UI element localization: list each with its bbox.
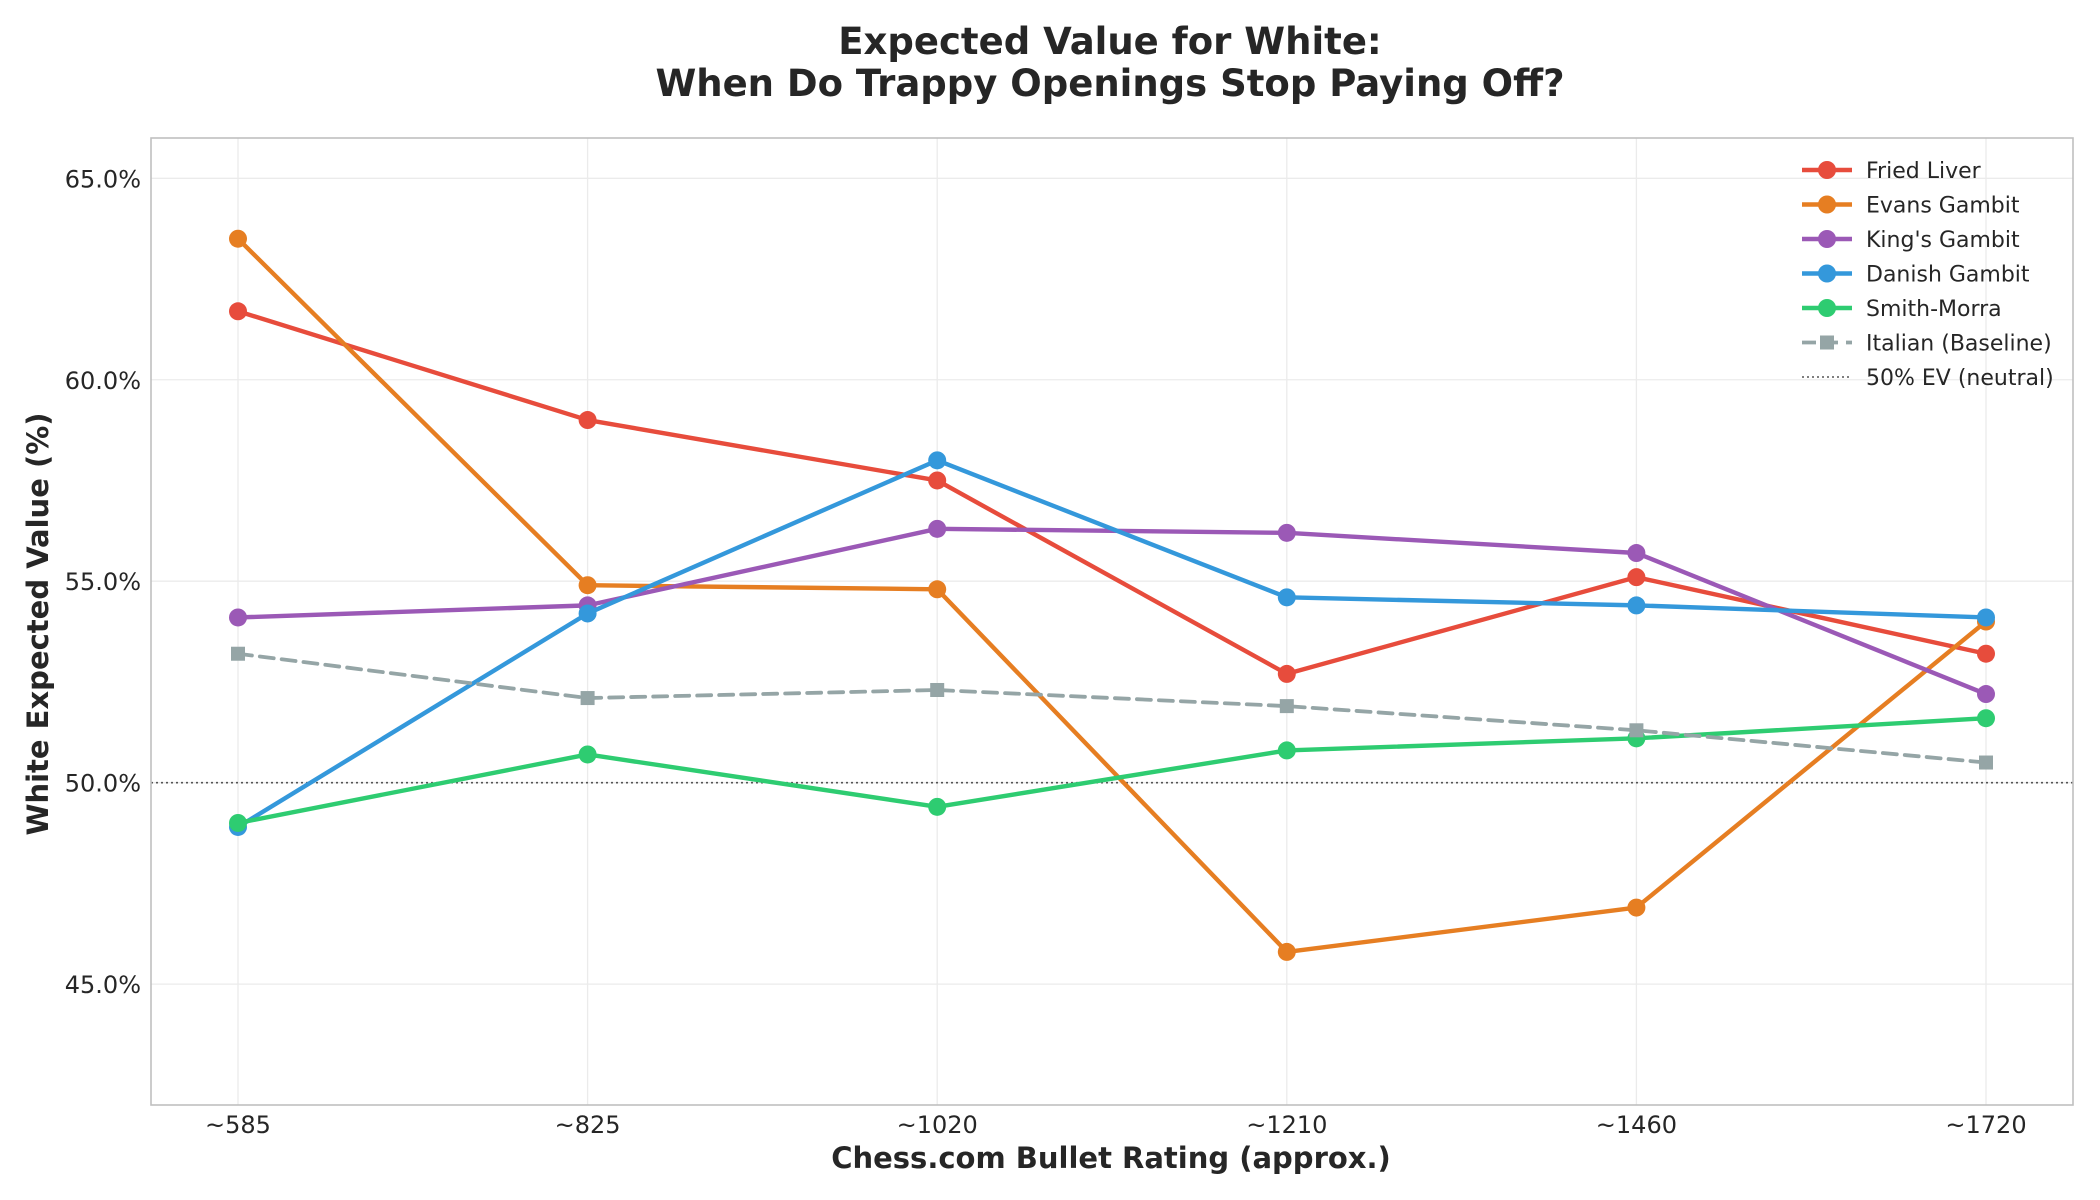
- data-point: [1277, 523, 1296, 542]
- x-tick-label: ~1460: [1596, 1111, 1677, 1139]
- series-king-s-gambit: [229, 519, 1995, 704]
- series-line: [236, 651, 1988, 765]
- x-tick-label: ~1020: [897, 1111, 978, 1139]
- legend-marker: [1818, 230, 1836, 248]
- data-point: [1979, 755, 1993, 770]
- legend-item-smith-morra: Smith-Morra: [1802, 297, 2002, 322]
- series-italian-baseline: [231, 646, 1993, 770]
- data-point: [578, 411, 597, 430]
- legend-label: King's Gambit: [1866, 228, 2020, 253]
- series-line: [235, 309, 1989, 677]
- legend-label: Smith-Morra: [1866, 297, 2002, 322]
- x-tick-labels: ~585 ~825 ~1020 ~1210 ~1460 ~1720: [205, 1111, 2027, 1139]
- chart-title-line-1: Expected Value for White:: [838, 20, 1381, 63]
- data-point: [1277, 664, 1296, 683]
- series-fried-liver: [229, 302, 1995, 683]
- data-point: [1627, 596, 1646, 615]
- series-line: [235, 236, 1989, 955]
- data-point: [928, 580, 947, 599]
- data-point: [1977, 685, 1995, 704]
- data-point: [229, 302, 247, 321]
- y-tick-label: 60.0%: [65, 367, 141, 395]
- legend-label: Evans Gambit: [1866, 194, 2020, 219]
- legend: Fried Liver Evans Gambit King's Gambit Dani…: [1802, 159, 2054, 391]
- data-point: [1279, 699, 1294, 714]
- x-tick-label: ~1210: [1246, 1111, 1327, 1139]
- legend-item-50-ev-neutral: 50% EV (neutral): [1802, 366, 2054, 391]
- data-point: [1277, 942, 1296, 961]
- data-point: [1627, 568, 1646, 587]
- chart-title-line-2: When Do Trappy Openings Stop Paying Off?: [655, 62, 1564, 105]
- legend-item-danish-gambit: Danish Gambit: [1802, 263, 2030, 288]
- grid: [151, 138, 2073, 1105]
- x-tick-label: ~585: [205, 1111, 271, 1139]
- legend-item-fried-liver: Fried Liver: [1802, 159, 1982, 184]
- y-tick-label: 65.0%: [65, 165, 141, 193]
- data-point: [229, 608, 247, 627]
- y-tick-label: 50.0%: [65, 770, 141, 798]
- legend-marker: [1818, 299, 1836, 317]
- data-point: [578, 604, 597, 623]
- data-point: [231, 646, 245, 661]
- data-point: [1277, 588, 1296, 607]
- series-group: [229, 229, 1995, 961]
- legend-label: Danish Gambit: [1866, 263, 2030, 288]
- data-point: [229, 813, 247, 832]
- legend-item-italian-baseline: Italian (Baseline): [1802, 332, 2052, 357]
- data-point: [1277, 741, 1296, 760]
- data-point: [578, 745, 597, 764]
- legend-label: Fried Liver: [1866, 159, 1982, 184]
- data-point: [928, 471, 947, 490]
- data-point: [1977, 608, 1995, 627]
- data-point: [930, 682, 945, 697]
- x-axis-label: Chess.com Bullet Rating (approx.): [831, 1141, 1391, 1175]
- y-tick-labels: 45.0% 50.0% 55.0% 60.0% 65.0%: [65, 165, 141, 999]
- legend-marker: [1820, 335, 1834, 350]
- legend-item-evans-gambit: Evans Gambit: [1802, 194, 2020, 219]
- x-tick-label: ~825: [555, 1111, 621, 1139]
- data-point: [928, 519, 947, 538]
- legend-label: 50% EV (neutral): [1866, 366, 2054, 391]
- data-point: [578, 576, 597, 595]
- data-point: [1977, 644, 1995, 663]
- y-tick-label: 55.0%: [65, 568, 141, 596]
- data-point: [580, 691, 595, 706]
- data-point: [928, 451, 947, 470]
- data-point: [1977, 709, 1995, 728]
- legend-label: Italian (Baseline): [1866, 332, 2052, 357]
- y-tick-label: 45.0%: [65, 971, 141, 999]
- data-point: [1629, 723, 1644, 738]
- legend-marker: [1818, 195, 1836, 214]
- data-point: [928, 797, 947, 816]
- series-line: [235, 458, 1989, 830]
- plot-frame: [150, 137, 2074, 1106]
- data-point: [229, 229, 247, 248]
- data-point: [1627, 898, 1646, 917]
- data-point: [1627, 544, 1646, 563]
- legend-marker: [1818, 161, 1836, 179]
- legend-marker: [1818, 264, 1836, 283]
- series-evans-gambit: [229, 229, 1995, 961]
- x-tick-label: ~1720: [1945, 1111, 2026, 1139]
- legend-item-king-s-gambit: King's Gambit: [1802, 228, 2020, 253]
- y-axis-label: White Expected Value (%): [21, 412, 55, 835]
